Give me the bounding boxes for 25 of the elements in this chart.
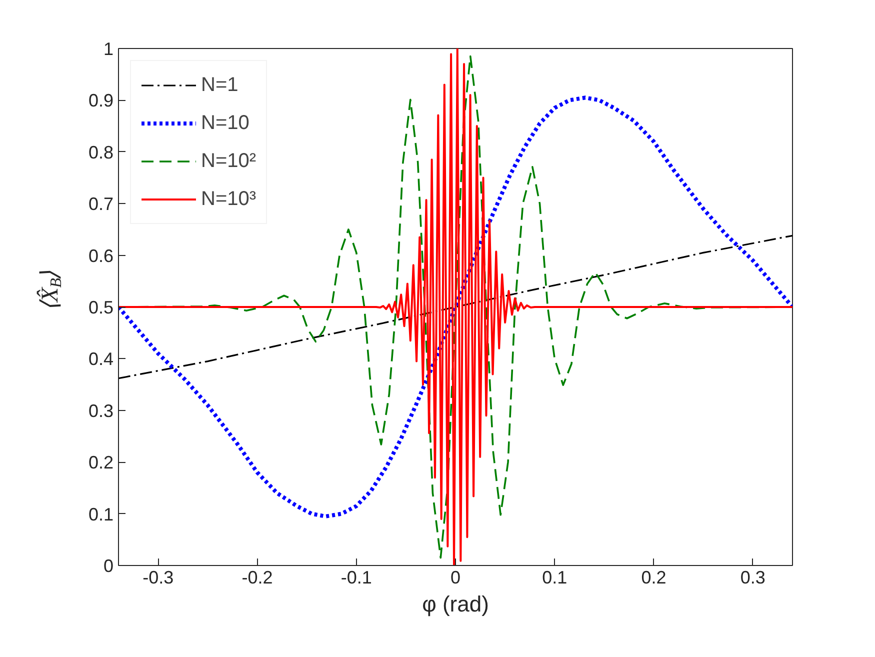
x-tick-label: 0.2: [641, 568, 666, 588]
legend-label: N=10²: [201, 150, 256, 172]
x-tick-label: 0.3: [740, 568, 766, 588]
legend-label: N=10³: [201, 188, 256, 210]
y-tick-label: 0.9: [88, 90, 114, 111]
y-tick-label: 0.7: [88, 194, 114, 214]
y-axis-title: ⟨X̂B⟩: [36, 270, 65, 312]
y-tick-label: 0.6: [88, 246, 114, 266]
x-tick-label: 0.1: [542, 568, 568, 588]
x-axis-title: φ (rad): [422, 592, 489, 616]
y-tick-label: 0.3: [88, 400, 114, 421]
x-tick-label: -0.1: [340, 568, 372, 588]
line-series: [118, 234, 792, 380]
legend-label: N=10: [201, 112, 250, 134]
y-tick-label: 0.8: [88, 142, 114, 162]
y-tick-label: 1: [103, 39, 114, 59]
line-series: [118, 96, 792, 518]
y-tick-label: 0.4: [88, 349, 114, 370]
legend-label: N=1: [201, 74, 238, 96]
x-tick-label: 0: [450, 568, 461, 588]
x-tick-label: -0.2: [242, 568, 273, 588]
y-tick-label: 0.2: [88, 452, 114, 473]
y-tick-label: 0.1: [88, 504, 114, 524]
x-tick-label: -0.3: [142, 568, 174, 588]
y-tick-label: 0.5: [88, 298, 114, 318]
